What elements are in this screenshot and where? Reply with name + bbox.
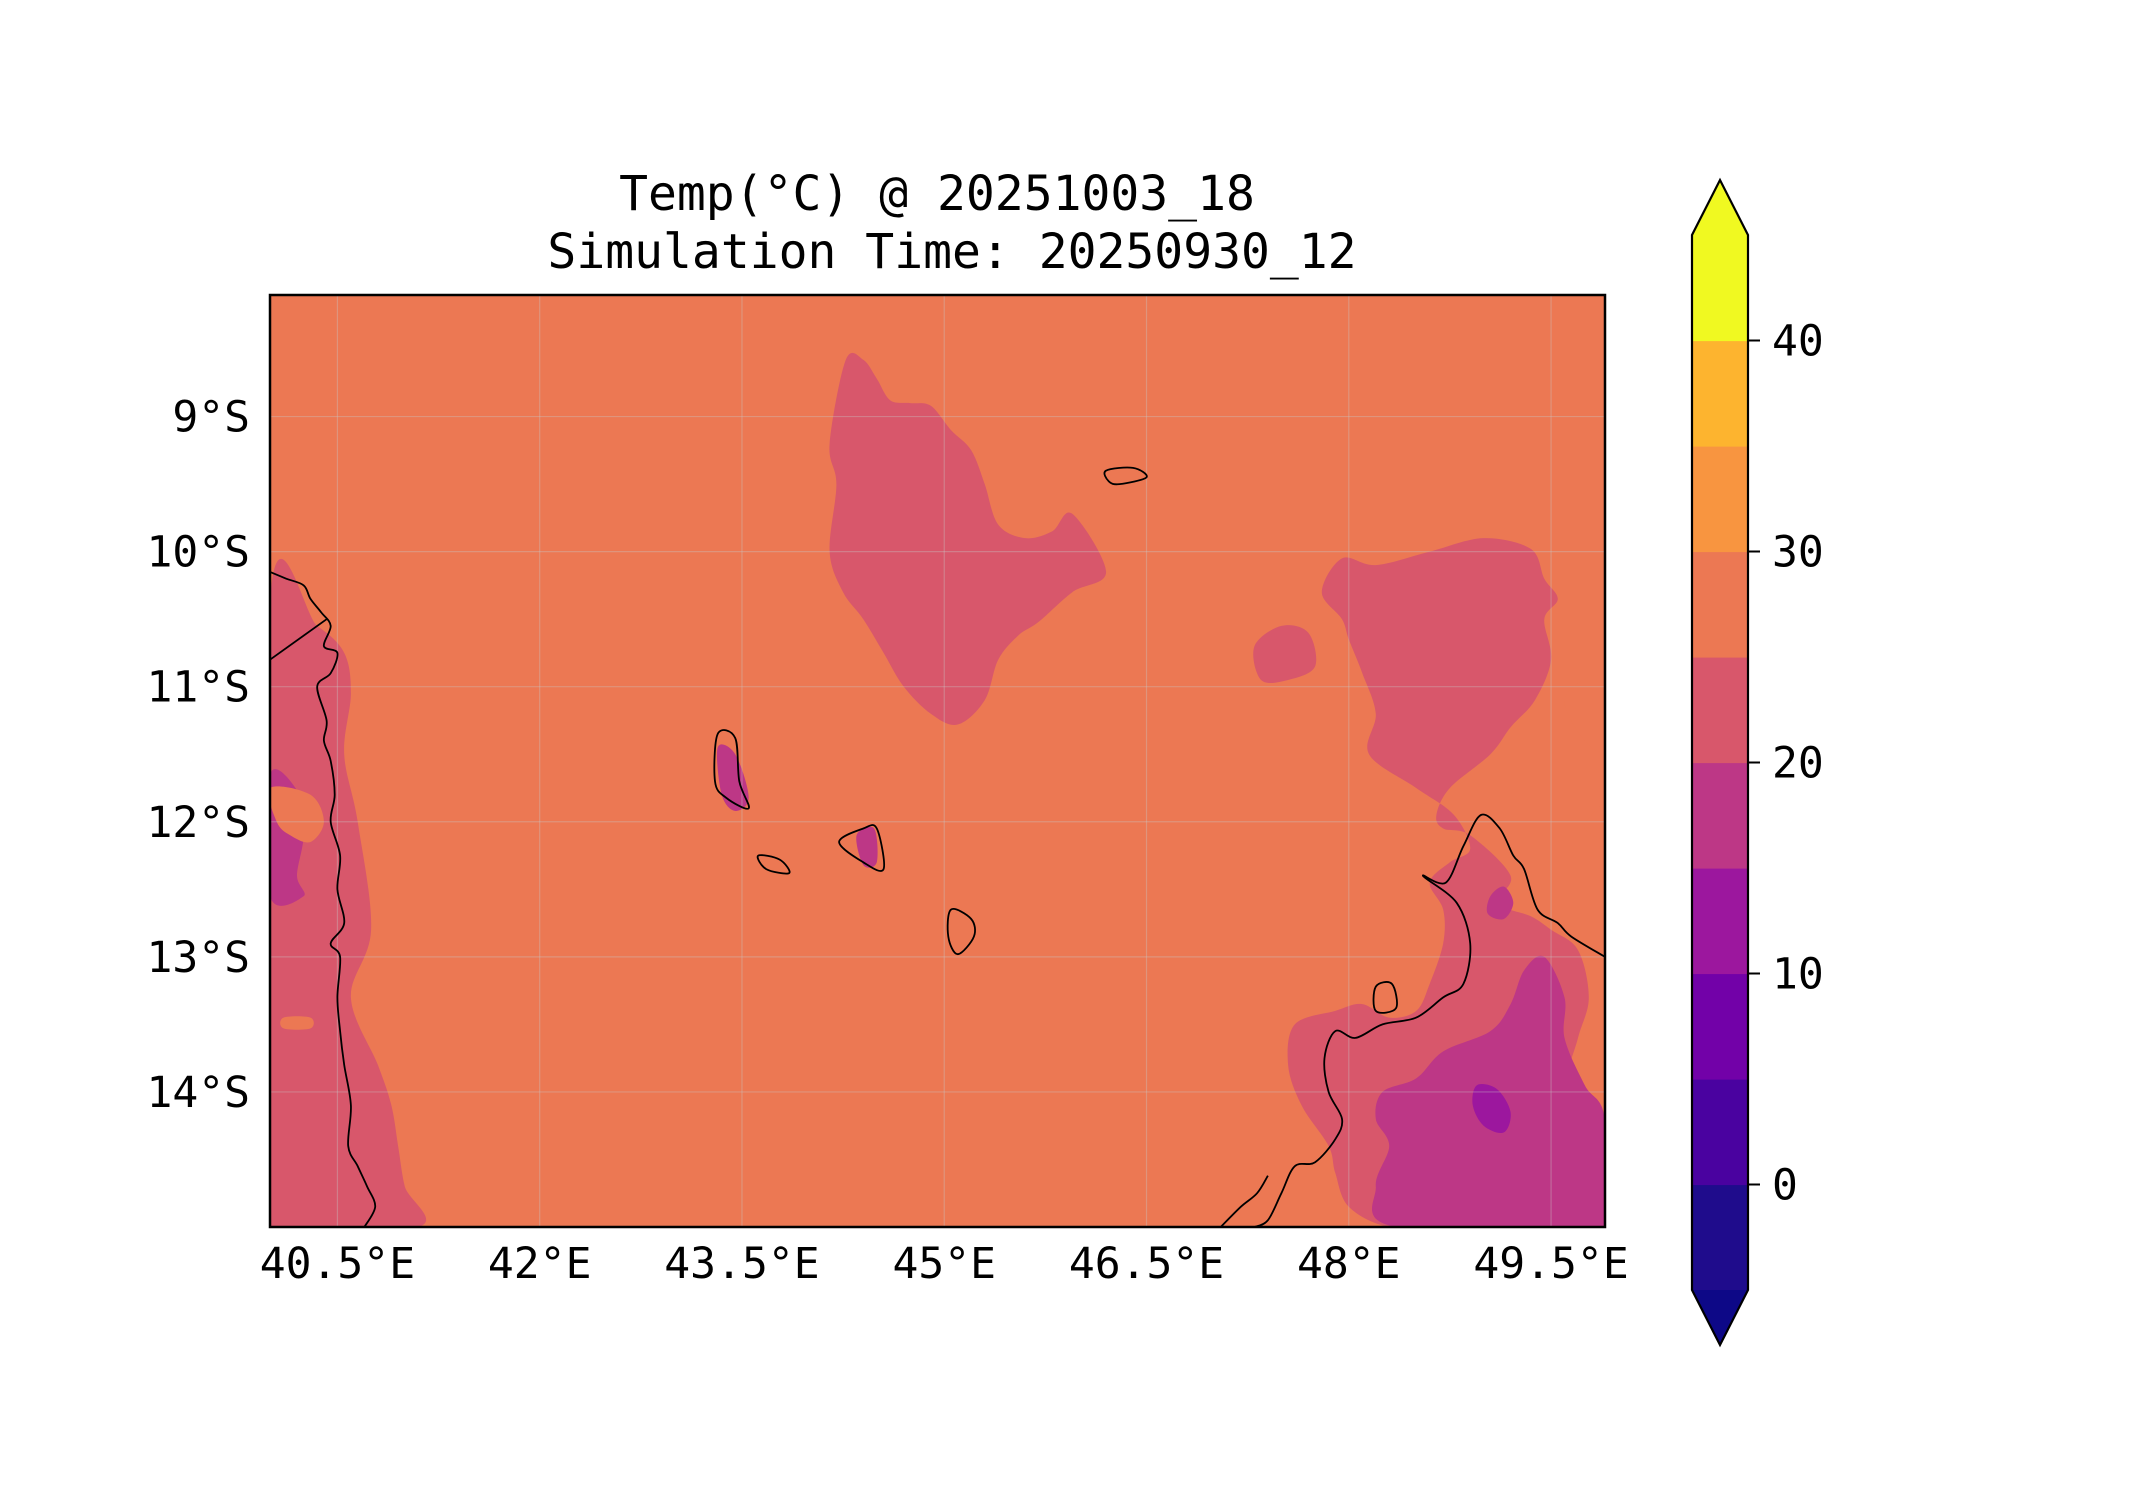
- coastline-africa-border: [270, 618, 328, 661]
- latitude-tick-label: 11°S: [146, 663, 250, 713]
- colorbar-segment: [1692, 973, 1748, 1080]
- longitude-tick-label: 49.5°E: [1473, 1239, 1628, 1289]
- latitude-tick-label: 13°S: [146, 933, 250, 983]
- latitude-ticks: 9°S 10°S 11°S 12°S 13°S 14°S: [146, 393, 250, 1118]
- colorbar-segment: [1692, 340, 1748, 447]
- temperature-colorbar: 0 10 20 30 40: [1690, 177, 1824, 1348]
- longitude-tick-label: 40.5°E: [260, 1239, 415, 1289]
- colorbar-under-extend: [1692, 1290, 1748, 1345]
- colorbar-tick-label: 10: [1772, 950, 1824, 1000]
- coastline-africa: [270, 571, 377, 1227]
- map-gridlines: [270, 295, 1605, 1227]
- temperature-region-25-30: [1564, 674, 1605, 752]
- colorbar-segment: [1692, 868, 1748, 975]
- temperature-region-10-15: [1472, 1084, 1511, 1134]
- latitude-tick-label: 12°S: [146, 798, 250, 848]
- latitude-tick-label: 14°S: [146, 1068, 250, 1118]
- coastline-moheli: [756, 854, 791, 875]
- colorbar-segment: [1692, 551, 1748, 658]
- map-title-line-1: Temp(°C) @ 20251003_18: [619, 166, 1255, 222]
- coastline-anjouan: [838, 824, 885, 872]
- coastline-grande-comore: [713, 729, 750, 810]
- longitude-tick-label: 43.5°E: [664, 1239, 819, 1289]
- coastline-madagascar-north: [1253, 813, 1605, 1227]
- colorbar-segment: [1692, 657, 1748, 764]
- temperature-region-25-30: [1584, 804, 1605, 839]
- temperature-region-20-25: [829, 352, 1107, 725]
- colorbar-segment: [1692, 235, 1748, 342]
- temperature-region-20-25: [1253, 625, 1317, 684]
- temperature-region-15-20: [856, 826, 878, 868]
- longitude-ticks: 40.5°E 42°E 43.5°E 45°E 46.5°E 48°E 49.5°E: [260, 1239, 1629, 1289]
- latitude-tick-label: 9°S: [172, 393, 250, 443]
- latitude-tick-label: 10°S: [146, 528, 250, 578]
- map-title-line-2: Simulation Time: 20250930_12: [547, 224, 1356, 280]
- colorbar-tick-label: 0: [1772, 1161, 1798, 1211]
- colorbar-segment: [1692, 762, 1748, 869]
- coastline-nosy-be: [1372, 981, 1398, 1014]
- coastline-madagascar-bay: [1220, 1175, 1269, 1227]
- colorbar-segment: [1692, 446, 1748, 553]
- temperature-region-15-20: [716, 744, 749, 812]
- longitude-tick-label: 42°E: [488, 1239, 592, 1289]
- colorbar-tick-label: 40: [1772, 317, 1824, 367]
- colorbar-tick-label: 30: [1772, 528, 1824, 578]
- colorbar-outline: [1690, 177, 1750, 1348]
- longitude-tick-label: 46.5°E: [1069, 1239, 1224, 1289]
- temperature-region-25-30: [270, 786, 324, 843]
- coastline-mayotte: [946, 908, 976, 956]
- colorbar-segment: [1692, 1079, 1748, 1186]
- temperature-region-15-20: [1486, 886, 1514, 920]
- coastline-aldabra: [1103, 466, 1148, 486]
- temperature-region-25-30: [280, 1016, 314, 1030]
- colorbar-over-extend: [1692, 180, 1748, 235]
- colorbar-segment: [1692, 1184, 1748, 1291]
- coastlines: [270, 466, 1605, 1227]
- longitude-tick-label: 48°E: [1297, 1239, 1401, 1289]
- map-plot-area: [268, 293, 1607, 1229]
- colorbar-tick-label: 20: [1772, 739, 1824, 789]
- temperature-region-20-25: [270, 558, 427, 1227]
- map-frame: [268, 293, 1607, 1229]
- longitude-tick-label: 45°E: [892, 1239, 996, 1289]
